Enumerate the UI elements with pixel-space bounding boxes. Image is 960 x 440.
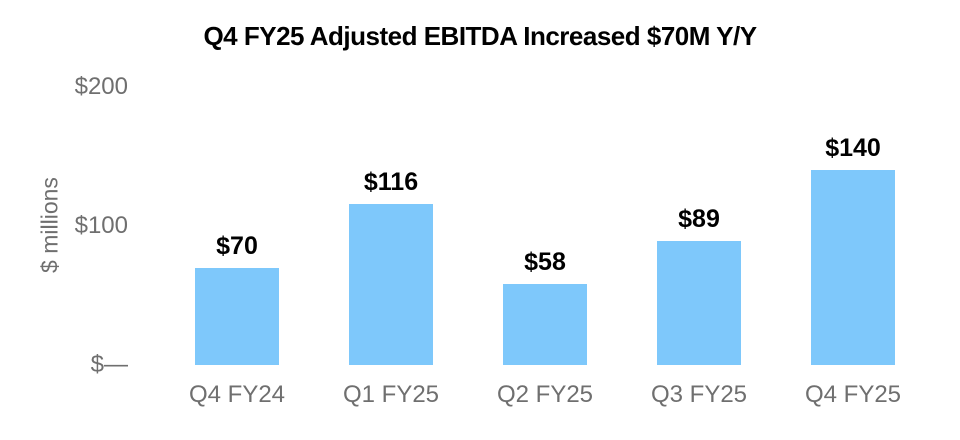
bar-group: $70 Q4 FY24 <box>160 87 314 408</box>
bar-value-label: $70 <box>216 231 258 260</box>
bar <box>349 203 433 365</box>
bar-value-label: $89 <box>678 205 720 234</box>
x-tick-label: Q2 FY25 <box>496 381 594 408</box>
x-tick-label: Q1 FY25 <box>342 381 440 408</box>
y-tick-label: $100 <box>74 212 128 239</box>
bar-value-label: $116 <box>363 167 419 196</box>
x-tick-label: Q3 FY25 <box>650 381 748 408</box>
bar-value-label: $58 <box>524 248 566 277</box>
y-tick-label: $200 <box>74 73 128 100</box>
y-tick-label: $— <box>90 351 128 378</box>
plot-area: $70 Q4 FY24 $116 Q1 FY25 $58 Q2 FY25 $89 Q3 FY2… <box>160 87 930 408</box>
bar <box>503 284 587 365</box>
bar-group: $89 Q3 FY25 <box>622 87 776 408</box>
bar-group: $58 Q2 FY25 <box>468 87 622 408</box>
bar <box>811 170 895 365</box>
x-tick-label: Q4 FY24 <box>188 381 286 408</box>
bar-group: $140 Q4 FY25 <box>776 87 930 408</box>
bar-group: $116 Q1 FY25 <box>314 87 468 408</box>
bar-value-label: $140 <box>825 134 881 163</box>
bar <box>657 241 741 365</box>
bar <box>195 267 279 365</box>
x-tick-label: Q4 FY25 <box>804 381 902 408</box>
chart-title: Q4 FY25 Adjusted EBITDA Increased $70M Y… <box>203 21 757 51</box>
